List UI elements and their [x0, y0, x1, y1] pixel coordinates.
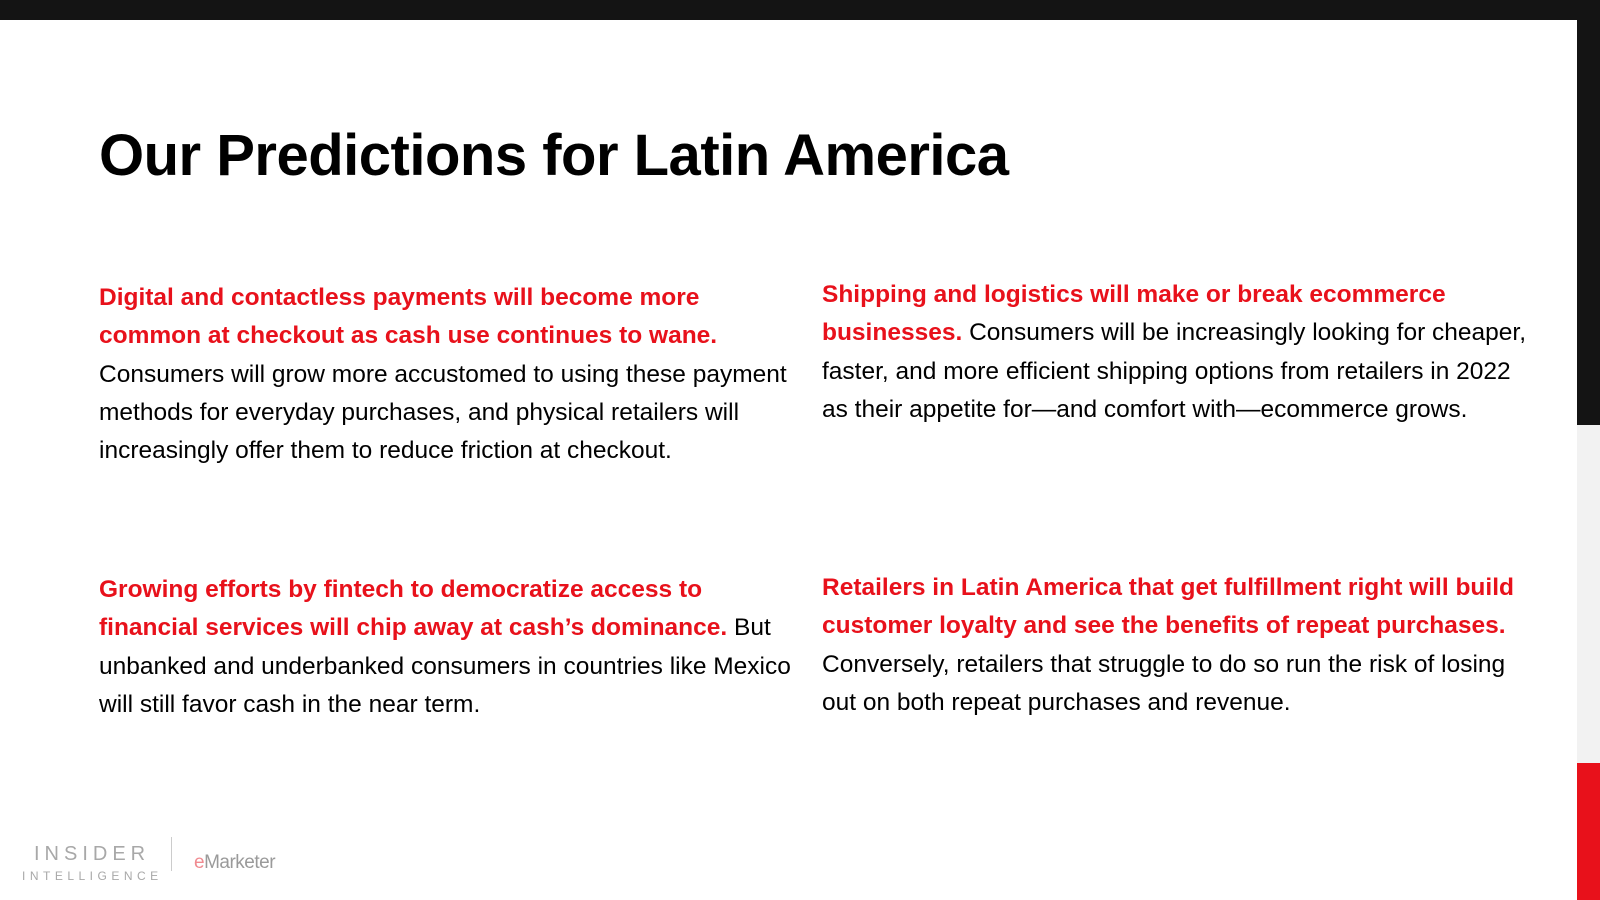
emarketer-e: e	[194, 852, 205, 873]
insider-intelligence-logo-line1: INSIDER	[34, 843, 151, 865]
prediction-body: Consumers will be increasingly looking f…	[822, 319, 1527, 423]
prediction-fulfillment: Retailers in Latin America that get fulf…	[822, 569, 1542, 722]
prediction-fintech: Growing efforts by fintech to democratiz…	[99, 571, 799, 724]
side-strip-dark	[1577, 0, 1600, 425]
emarketer-logo: eMarketer	[194, 852, 276, 874]
top-bar	[0, 0, 1600, 20]
side-strip-red	[1577, 763, 1600, 900]
prediction-body: But unbanked and underbanked consumers i…	[99, 614, 791, 718]
emarketer-text: Marketer	[204, 852, 276, 873]
insider-intelligence-logo-line2: INTELLIGENCE	[22, 869, 163, 883]
prediction-lead: Digital and contactless payments will be…	[99, 284, 718, 350]
slide-title: Our Predictions for Latin America	[99, 123, 1009, 188]
prediction-lead: Growing efforts by fintech to democratiz…	[99, 576, 728, 642]
prediction-lead: Shipping and logistics will make or brea…	[822, 281, 1446, 347]
prediction-digital-payments: Digital and contactless payments will be…	[99, 279, 799, 470]
prediction-body: Conversely, retailers that struggle to d…	[822, 650, 1506, 716]
logo-divider	[171, 837, 172, 871]
prediction-shipping: Shipping and logistics will make or brea…	[822, 276, 1542, 429]
prediction-body: Consumers will grow more accustomed to u…	[99, 360, 787, 465]
prediction-lead: Retailers in Latin America that get fulf…	[822, 574, 1514, 640]
side-strip-light	[1577, 425, 1600, 763]
